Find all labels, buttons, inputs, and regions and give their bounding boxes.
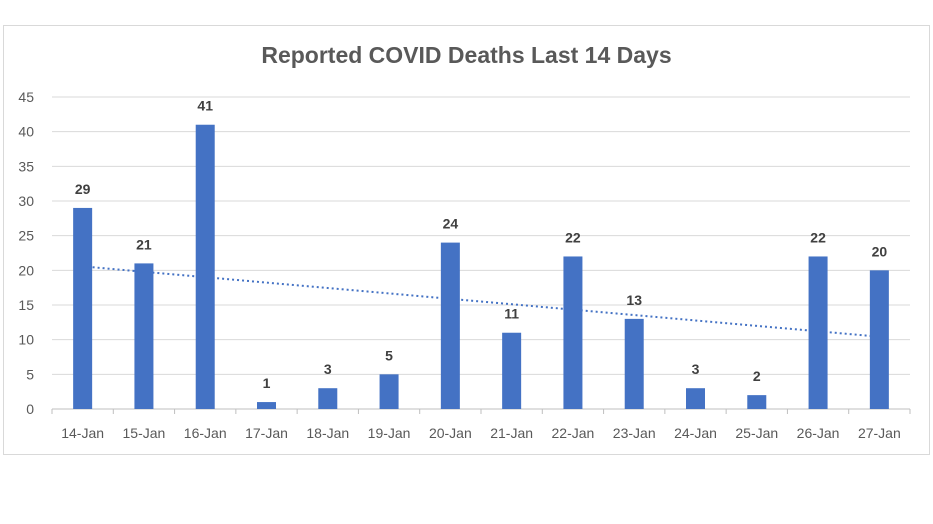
x-tick-label: 25-Jan	[735, 425, 778, 441]
x-tick-label: 15-Jan	[123, 425, 166, 441]
bar	[440, 242, 460, 409]
x-tick-label: 14-Jan	[61, 425, 104, 441]
data-label: 22	[565, 229, 581, 245]
y-tick-label: 15	[18, 297, 34, 313]
trendline	[82, 265, 880, 338]
y-tick-label: 35	[18, 158, 34, 174]
y-tick-label: 5	[26, 366, 34, 382]
x-tick-label: 16-Jan	[184, 425, 227, 441]
bar	[563, 256, 583, 409]
data-label: 3	[324, 361, 332, 377]
data-label: 20	[872, 243, 888, 259]
x-tick-label: 27-Jan	[858, 425, 901, 441]
data-label: 2	[753, 368, 761, 384]
bar	[134, 263, 154, 409]
data-label: 21	[136, 236, 152, 252]
data-label: 3	[692, 361, 700, 377]
bar	[624, 318, 644, 409]
x-tick-label: 26-Jan	[797, 425, 840, 441]
bar	[686, 388, 705, 409]
y-tick-label: 25	[18, 228, 34, 244]
y-tick-label: 20	[18, 262, 34, 278]
y-tick-label: 30	[18, 193, 34, 209]
bar	[869, 270, 889, 409]
bar	[379, 374, 399, 409]
x-tick-label: 23-Jan	[613, 425, 656, 441]
bar	[257, 402, 276, 409]
data-label: 13	[626, 292, 642, 308]
bar	[318, 388, 338, 409]
bar	[747, 395, 767, 409]
x-tick-label: 19-Jan	[368, 425, 411, 441]
data-label: 24	[443, 216, 459, 232]
data-label: 11	[504, 306, 519, 322]
y-tick-label: 40	[18, 124, 34, 140]
x-tick-label: 20-Jan	[429, 425, 472, 441]
chart-frame	[3, 25, 930, 455]
bar	[195, 124, 215, 409]
x-tick-label: 17-Jan	[245, 425, 288, 441]
y-tick-label: 45	[18, 89, 34, 105]
y-tick-label: 10	[18, 332, 34, 348]
x-tick-label: 24-Jan	[674, 425, 717, 441]
bar	[73, 207, 93, 409]
data-label: 29	[75, 181, 91, 197]
data-label: 22	[810, 229, 826, 245]
x-tick-label: 21-Jan	[490, 425, 533, 441]
bar	[808, 256, 828, 409]
y-tick-label: 0	[26, 401, 34, 417]
chart-title: Reported COVID Deaths Last 14 Days	[261, 42, 672, 68]
bar	[502, 332, 522, 409]
x-tick-label: 18-Jan	[306, 425, 349, 441]
data-label: 1	[263, 375, 271, 391]
data-label: 5	[385, 347, 393, 363]
x-tick-label: 22-Jan	[552, 425, 595, 441]
data-label: 41	[197, 98, 213, 114]
